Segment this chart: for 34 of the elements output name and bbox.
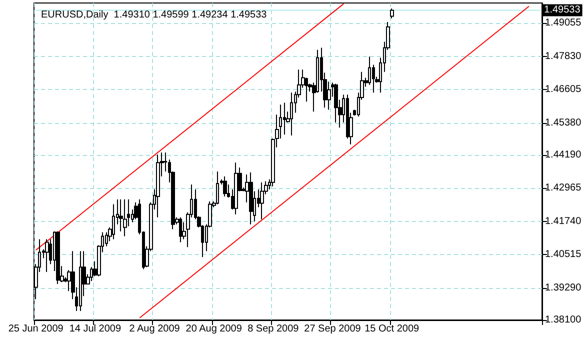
candlestick — [260, 182, 264, 220]
y-tick-label: 1.42965 — [545, 182, 582, 194]
y-tick-label: 1.44190 — [545, 149, 582, 160]
candlestick — [123, 198, 127, 237]
candlestick — [249, 172, 253, 225]
x-tick-label: 25 Jun 2009 — [8, 324, 64, 334]
candlestick — [79, 250, 82, 312]
candlestick — [56, 230, 60, 284]
y-tick-label: 1.40515 — [545, 249, 582, 260]
y-tick-label: 1.41740 — [545, 216, 582, 227]
x-tick-label: 20 Aug 2009 — [186, 324, 242, 334]
ref-line-label: 1.49533 — [544, 4, 581, 16]
candlestick — [283, 102, 286, 136]
text: EURUSD,Daily 1.49310 1.49599 1.49234 1.49533 — [41, 10, 268, 20]
candlestick — [112, 204, 115, 240]
y-tick-label: 1.38100 — [545, 314, 582, 326]
candlestick — [390, 8, 394, 19]
y-tick-label: 1.45380 — [545, 117, 582, 128]
y-tick-label: 1.47830 — [545, 50, 582, 62]
candlestick — [156, 154, 160, 218]
candlestick — [223, 176, 227, 197]
y-tick-label: 1.49055 — [545, 18, 582, 29]
candlestick — [234, 162, 238, 215]
candlestick — [290, 92, 293, 136]
candlestick — [216, 171, 219, 205]
x-tick-label: 8 Sep 2009 — [248, 324, 300, 334]
candlestick — [45, 238, 49, 273]
x-tick-label: 27 Sep 2009 — [304, 324, 362, 334]
candlestick — [179, 216, 182, 243]
x-tick-label: 15 Oct 2009 — [364, 324, 420, 334]
x-tick-label: 2 Aug 2009 — [129, 324, 180, 334]
x-tick-label: 14 Jul 2009 — [69, 324, 122, 334]
y-tick-label: 1.46605 — [545, 84, 582, 96]
y-tick-label: 1.39290 — [545, 282, 582, 294]
